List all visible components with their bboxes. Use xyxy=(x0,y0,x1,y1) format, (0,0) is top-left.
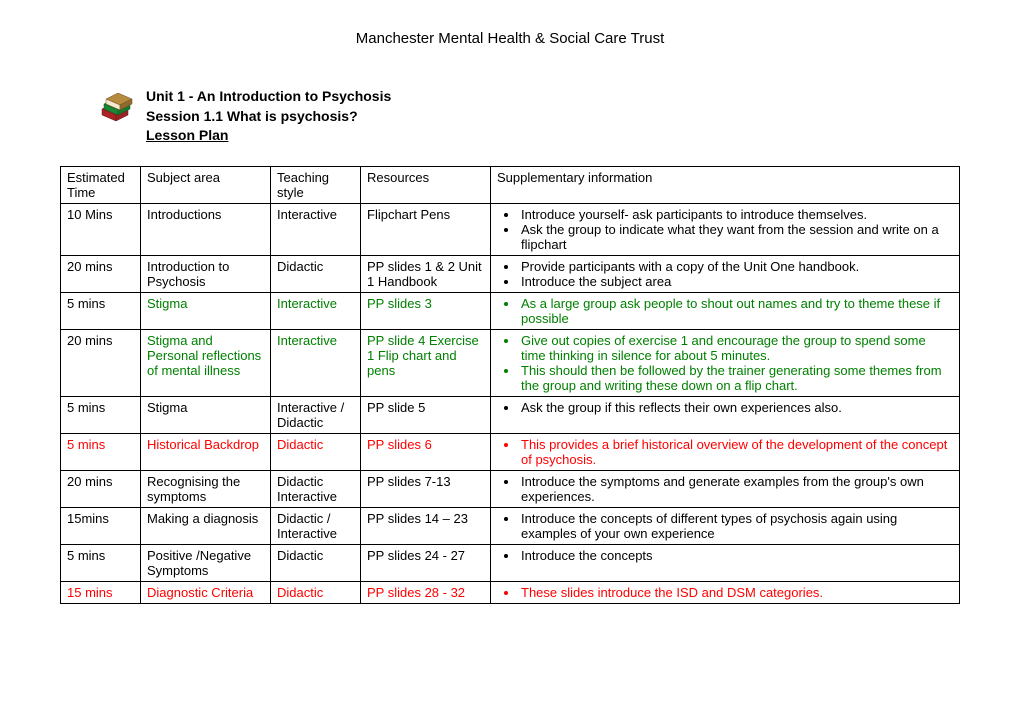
table-row: 5 minsHistorical BackdropDidacticPP slid… xyxy=(61,433,960,470)
cell-resources: PP slides 1 & 2 Unit 1 Handbook xyxy=(361,255,491,292)
cell-time: 20 mins xyxy=(61,329,141,396)
info-item: Provide participants with a copy of the … xyxy=(519,259,953,274)
cell-time: 10 Mins xyxy=(61,203,141,255)
cell-info: These slides introduce the ISD and DSM c… xyxy=(491,581,960,603)
cell-info: Provide participants with a copy of the … xyxy=(491,255,960,292)
cell-time: 20 mins xyxy=(61,470,141,507)
cell-resources: PP slide 4 Exercise 1 Flip chart and pen… xyxy=(361,329,491,396)
unit-line-1: Unit 1 - An Introduction to Psychosis xyxy=(146,87,391,107)
cell-resources: PP slides 6 xyxy=(361,433,491,470)
cell-subject: Recognising the symptoms xyxy=(141,470,271,507)
lesson-plan-table: Estimated Time Subject area Teaching sty… xyxy=(60,166,960,604)
cell-style: Didactic xyxy=(271,581,361,603)
table-row: 5 minsPositive /Negative SymptomsDidacti… xyxy=(61,544,960,581)
info-item: These slides introduce the ISD and DSM c… xyxy=(519,585,953,600)
table-row: 10 MinsIntroductionsInteractiveFlipchart… xyxy=(61,203,960,255)
cell-resources: PP slides 24 - 27 xyxy=(361,544,491,581)
cell-info: As a large group ask people to shout out… xyxy=(491,292,960,329)
cell-style: Interactive xyxy=(271,203,361,255)
cell-subject: Positive /Negative Symptoms xyxy=(141,544,271,581)
page-title: Manchester Mental Health & Social Care T… xyxy=(60,30,960,47)
col-resources: Resources xyxy=(361,166,491,203)
info-item: Introduce the symptoms and generate exam… xyxy=(519,474,953,504)
info-item: Introduce the concepts xyxy=(519,548,953,563)
info-item: Introduce the subject area xyxy=(519,274,953,289)
cell-resources: PP slides 3 xyxy=(361,292,491,329)
cell-resources: PP slides 7-13 xyxy=(361,470,491,507)
unit-header: Unit 1 - An Introduction to Psychosis Se… xyxy=(100,87,960,146)
cell-time: 5 mins xyxy=(61,292,141,329)
unit-titles: Unit 1 - An Introduction to Psychosis Se… xyxy=(146,87,391,146)
table-header-row: Estimated Time Subject area Teaching sty… xyxy=(61,166,960,203)
table-row: 5 minsStigmaInteractive / DidacticPP sli… xyxy=(61,396,960,433)
cell-time: 15mins xyxy=(61,507,141,544)
cell-subject: Stigma xyxy=(141,292,271,329)
table-row: 20 minsRecognising the symptomsDidactic … xyxy=(61,470,960,507)
cell-time: 5 mins xyxy=(61,544,141,581)
info-item: Ask the group to indicate what they want… xyxy=(519,222,953,252)
cell-info: Ask the group if this reflects their own… xyxy=(491,396,960,433)
info-item: Introduce yourself- ask participants to … xyxy=(519,207,953,222)
cell-style: Interactive xyxy=(271,292,361,329)
col-style: Teaching style xyxy=(271,166,361,203)
cell-info: Introduce the symptoms and generate exam… xyxy=(491,470,960,507)
cell-resources: PP slides 14 – 23 xyxy=(361,507,491,544)
info-item: Ask the group if this reflects their own… xyxy=(519,400,953,415)
cell-subject: Diagnostic Criteria xyxy=(141,581,271,603)
cell-resources: PP slides 28 - 32 xyxy=(361,581,491,603)
cell-resources: PP slide 5 xyxy=(361,396,491,433)
info-item: This should then be followed by the trai… xyxy=(519,363,953,393)
col-subject: Subject area xyxy=(141,166,271,203)
cell-time: 5 mins xyxy=(61,433,141,470)
cell-subject: Making a diagnosis xyxy=(141,507,271,544)
table-row: 15minsMaking a diagnosisDidactic / Inter… xyxy=(61,507,960,544)
cell-style: Didactic Interactive xyxy=(271,470,361,507)
cell-subject: Stigma xyxy=(141,396,271,433)
cell-subject: Stigma and Personal reflections of menta… xyxy=(141,329,271,396)
table-row: 5 minsStigmaInteractivePP slides 3 As a l… xyxy=(61,292,960,329)
info-item: This provides a brief historical overvie… xyxy=(519,437,953,467)
cell-time: 15 mins xyxy=(61,581,141,603)
cell-resources: Flipchart Pens xyxy=(361,203,491,255)
info-item: Introduce the concepts of different type… xyxy=(519,511,953,541)
table-row: 20 minsIntroduction to PsychosisDidactic… xyxy=(61,255,960,292)
col-info: Supplementary information xyxy=(491,166,960,203)
cell-style: Interactive xyxy=(271,329,361,396)
table-row: 20 minsStigma and Personal reflections o… xyxy=(61,329,960,396)
cell-style: Interactive / Didactic xyxy=(271,396,361,433)
cell-time: 20 mins xyxy=(61,255,141,292)
table-row: 15 minsDiagnostic CriteriaDidacticPP sli… xyxy=(61,581,960,603)
unit-line-2: Session 1.1 What is psychosis? xyxy=(146,107,391,127)
cell-style: Didactic xyxy=(271,255,361,292)
info-item: Give out copies of exercise 1 and encour… xyxy=(519,333,953,363)
cell-info: Give out copies of exercise 1 and encour… xyxy=(491,329,960,396)
cell-subject: Historical Backdrop xyxy=(141,433,271,470)
cell-style: Didactic xyxy=(271,433,361,470)
cell-subject: Introductions xyxy=(141,203,271,255)
cell-info: This provides a brief historical overvie… xyxy=(491,433,960,470)
books-icon xyxy=(100,87,138,125)
cell-info: Introduce the concepts of different type… xyxy=(491,507,960,544)
cell-style: Didactic xyxy=(271,544,361,581)
col-time: Estimated Time xyxy=(61,166,141,203)
cell-subject: Introduction to Psychosis xyxy=(141,255,271,292)
cell-time: 5 mins xyxy=(61,396,141,433)
cell-style: Didactic / Interactive xyxy=(271,507,361,544)
info-item: As a large group ask people to shout out… xyxy=(519,296,953,326)
cell-info: Introduce the concepts xyxy=(491,544,960,581)
cell-info: Introduce yourself- ask participants to … xyxy=(491,203,960,255)
lesson-plan-label: Lesson Plan xyxy=(146,126,391,146)
